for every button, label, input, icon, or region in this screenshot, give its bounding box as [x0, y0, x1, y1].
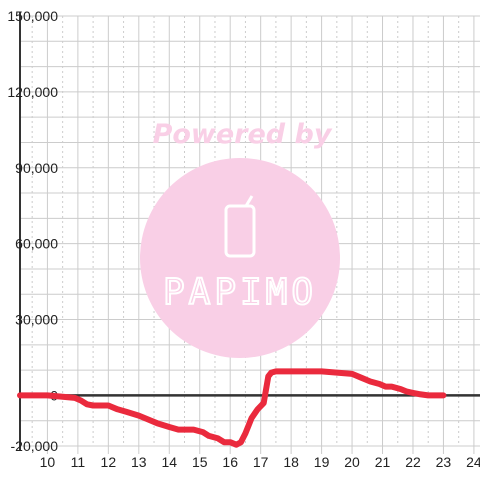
axes	[19, 12, 480, 450]
x-tick-label: 20	[344, 454, 360, 470]
x-tick-label: 17	[253, 454, 269, 470]
y-tick-label: 120,000	[7, 84, 58, 100]
watermark-text: Powered by	[153, 119, 333, 150]
tick-labels: -20,000030,00060,00090,000120,000150,000…	[7, 8, 480, 470]
y-tick-label: 150,000	[7, 8, 58, 24]
y-tick-label: 90,000	[15, 160, 58, 176]
watermark-logo-text: PAPIMO	[163, 272, 317, 313]
x-tick-label: 18	[283, 454, 299, 470]
x-tick-label: 22	[405, 454, 421, 470]
watermark: Powered by PAPIMO	[140, 119, 340, 358]
watermark-circle	[140, 158, 340, 358]
y-tick-label: -20,000	[11, 438, 59, 454]
x-tick-label: 10	[40, 454, 56, 470]
x-tick-label: 19	[314, 454, 330, 470]
x-tick-label: 14	[161, 454, 177, 470]
series-layer	[17, 368, 447, 448]
series-line	[17, 368, 447, 448]
phone-icon	[224, 195, 256, 258]
y-tick-label: 60,000	[15, 236, 58, 252]
x-tick-label: 15	[192, 454, 208, 470]
x-tick-label: 12	[101, 454, 117, 470]
x-tick-label: 23	[436, 454, 452, 470]
x-tick-label: 21	[375, 454, 391, 470]
x-tick-label: 24	[466, 454, 480, 470]
x-tick-label: 11	[71, 454, 86, 470]
x-tick-label: 13	[131, 454, 147, 470]
x-tick-label: 16	[222, 454, 238, 470]
y-tick-label: 30,000	[15, 312, 58, 328]
